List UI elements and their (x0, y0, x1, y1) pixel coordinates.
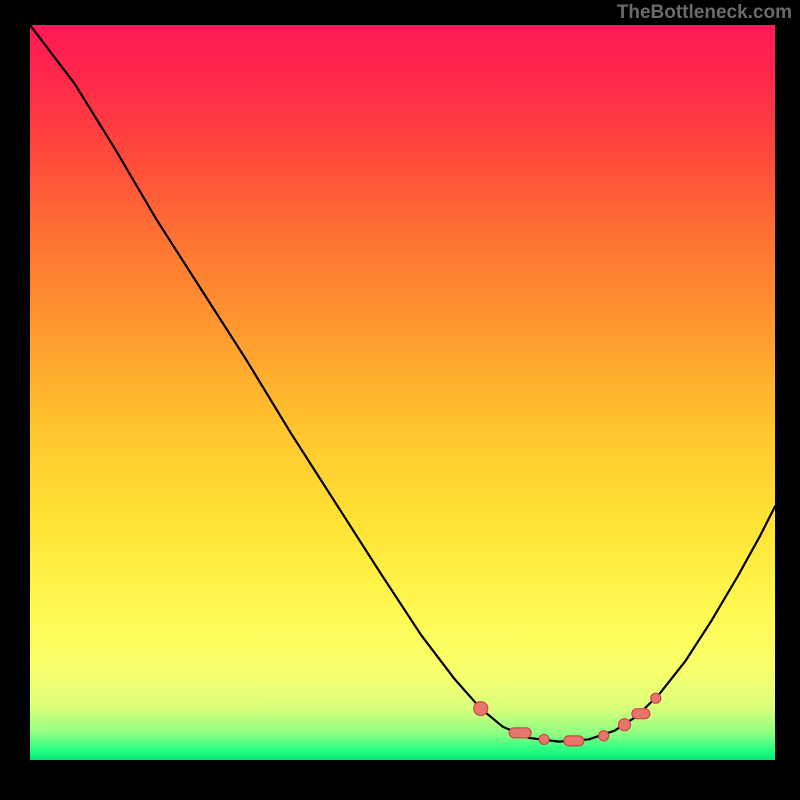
curve-marker (539, 734, 549, 744)
curve-marker (619, 719, 631, 731)
plot-area (30, 25, 775, 760)
curve-marker (474, 702, 488, 716)
chart-container: TheBottleneck.com (0, 0, 800, 800)
curve-marker (564, 736, 584, 746)
curve-marker (632, 709, 650, 719)
gradient-background (30, 25, 775, 760)
chart-svg (30, 25, 775, 760)
curve-marker (651, 693, 661, 703)
curve-marker (509, 728, 531, 738)
curve-marker (599, 731, 609, 741)
watermark-text: TheBottleneck.com (617, 2, 792, 24)
